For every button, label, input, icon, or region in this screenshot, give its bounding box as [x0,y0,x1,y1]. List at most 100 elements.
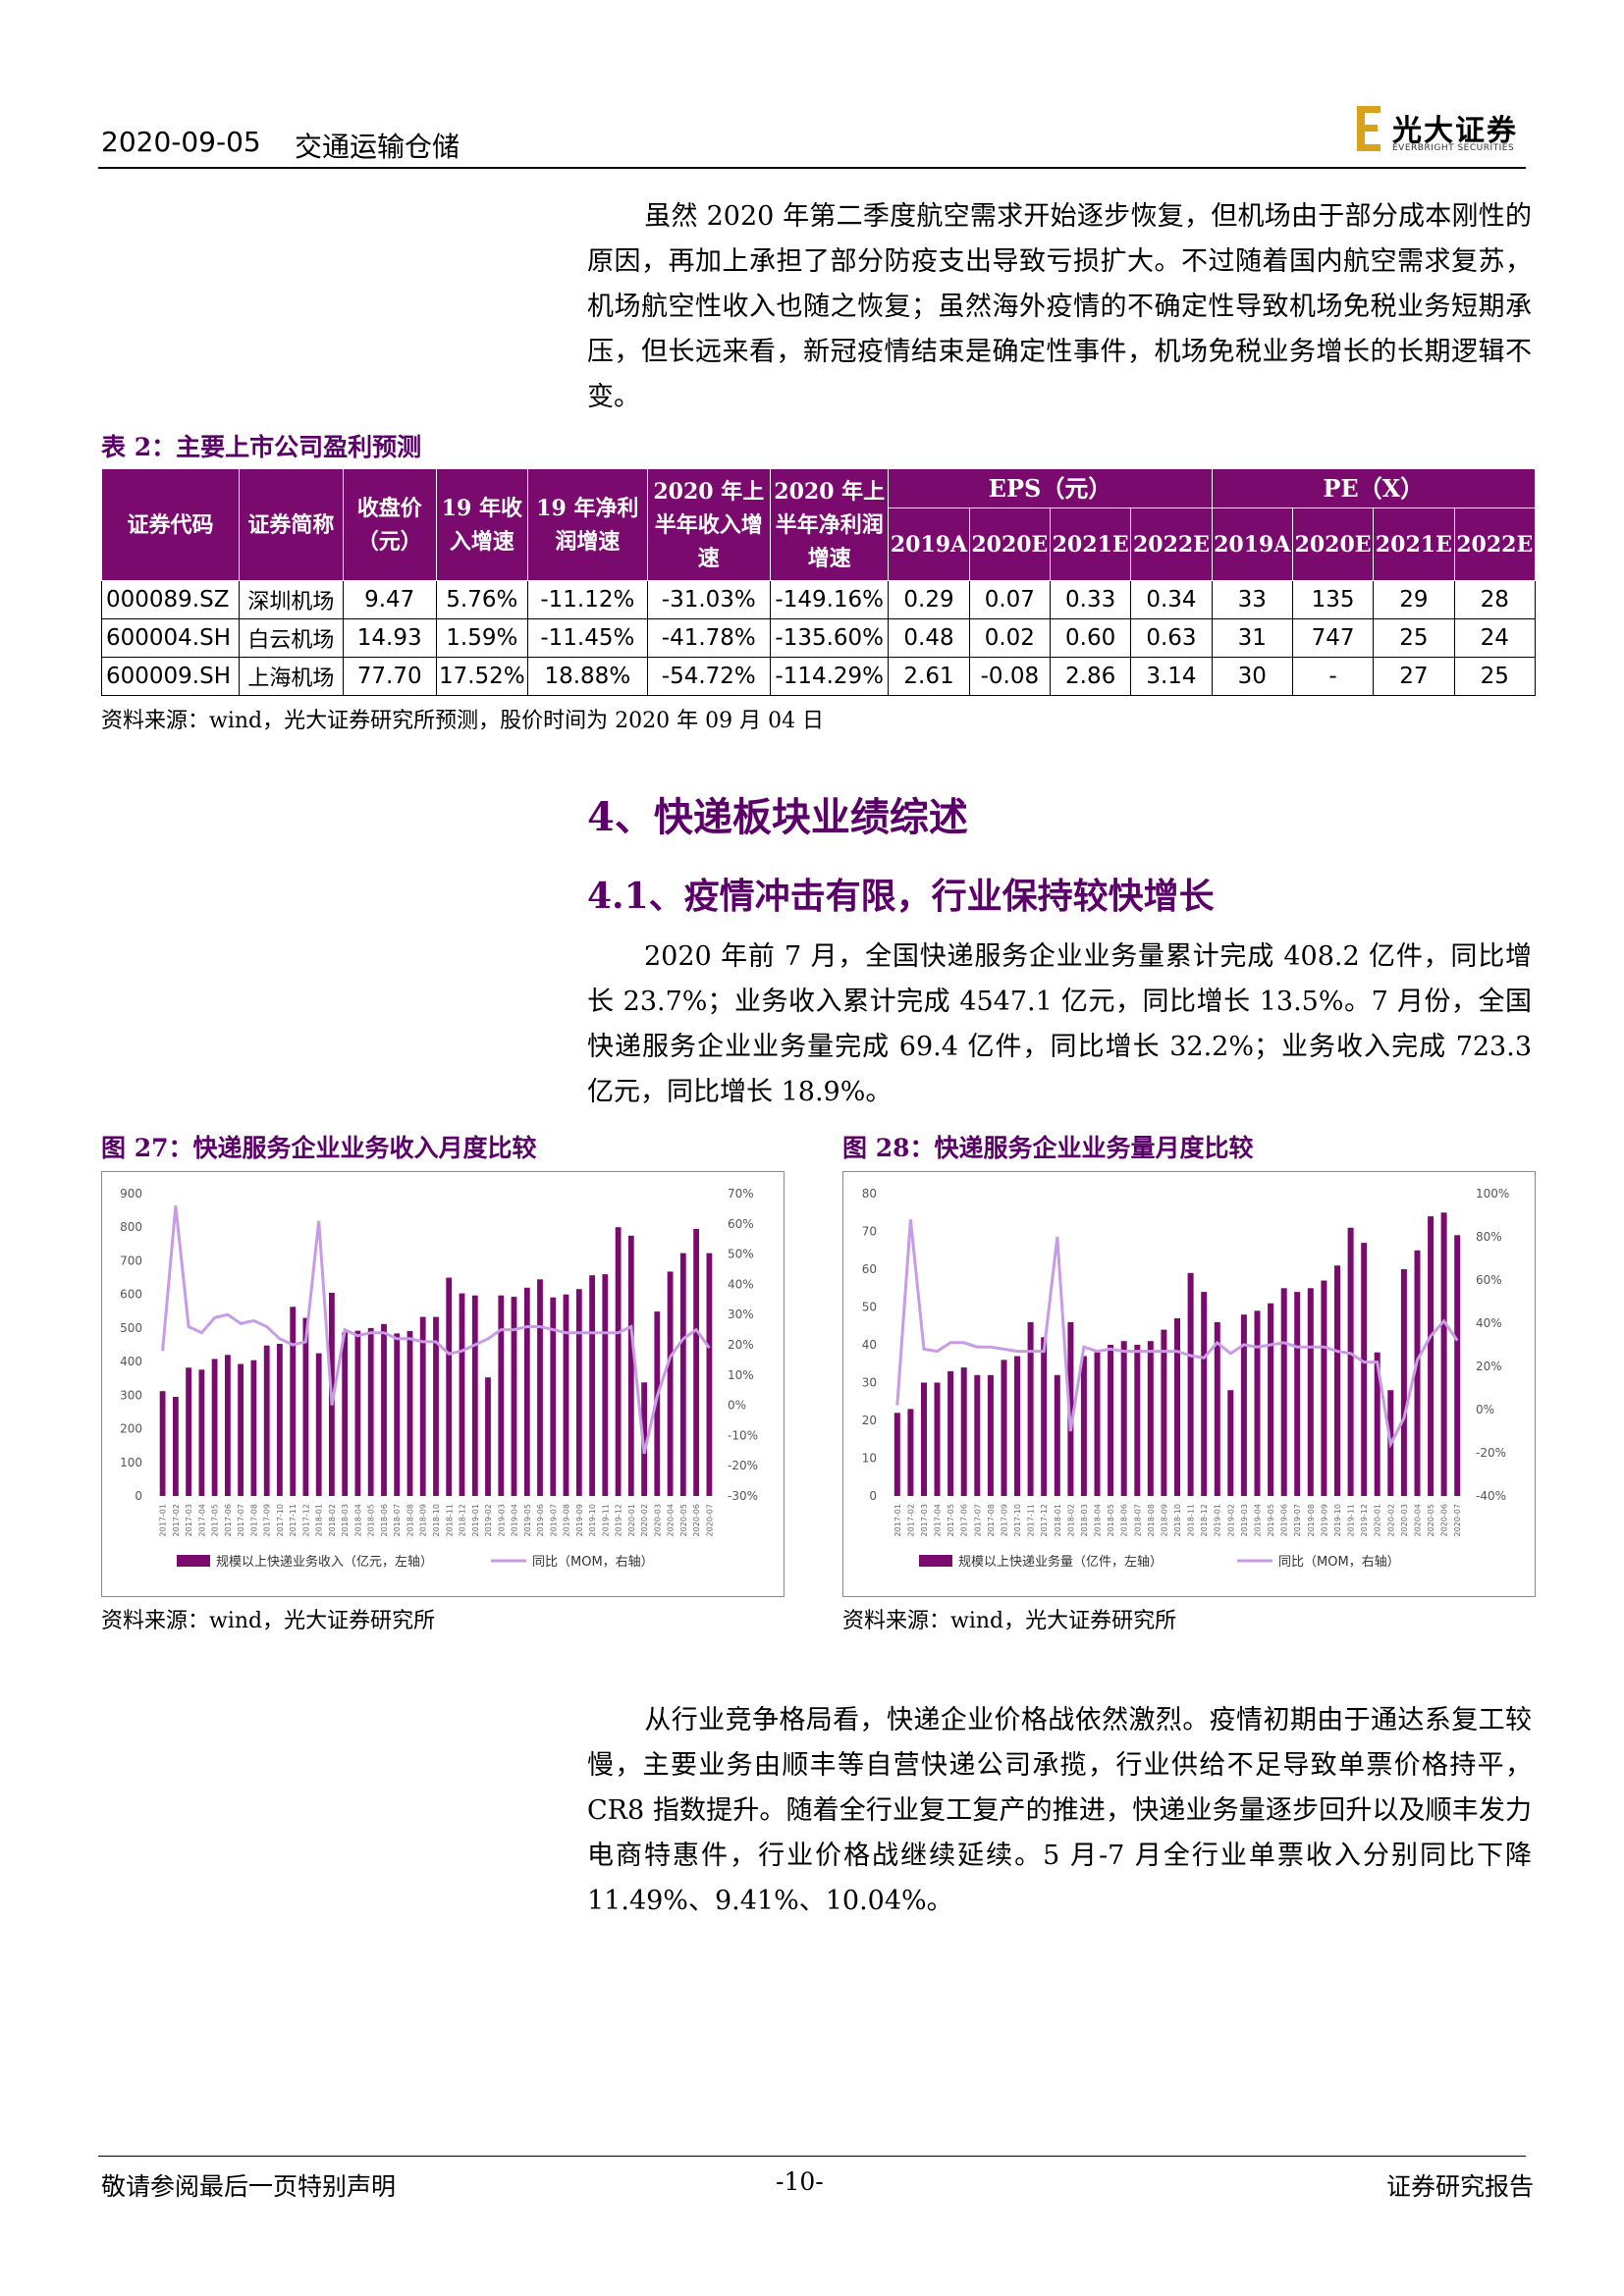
series-line [895,1219,1459,1449]
y-left-tick-label: 300 [120,1388,142,1402]
y-right-tick-label: 40% [1476,1316,1502,1330]
logo-subtext: EVERBRIGHT SECURITIES [1392,143,1515,153]
y-right-tick-label: -10% [728,1428,758,1442]
th-name: 证券简称 [238,468,344,581]
x-tick-label: 2019-08 [1307,1504,1316,1536]
bar [589,1275,595,1496]
x-tick-label: 2018-03 [1080,1504,1089,1536]
x-tick-label: 2017-02 [172,1504,181,1536]
earnings-forecast-table: 证券代码 证券简称 收盘价（元） 19 年收入增速 19 年净利润增速 2020… [101,468,1537,696]
th-eps: EPS（元） [888,468,1213,508]
x-tick-label: 2019-01 [471,1504,480,1536]
bar [1227,1390,1234,1496]
bar [627,1235,634,1496]
x-tick-label: 2020-02 [1386,1504,1395,1536]
x-tick-label: 2017-03 [185,1504,193,1536]
bar [1334,1265,1340,1496]
y-left-tick-label: 900 [120,1187,142,1201]
bar [1254,1310,1261,1496]
bar [1027,1321,1034,1496]
company-logo: 光大证券 EVERBRIGHT SECURITIES [1357,106,1534,157]
bar [907,1409,914,1496]
chart-27-svg: 0 100 200 300 400 500 600 700 800 900 -30% -20% -10%… [120,1187,758,1570]
bar [1134,1345,1141,1496]
x-tick-label: 2018-04 [354,1504,363,1536]
y-right-tick-label: 100% [1476,1187,1509,1201]
x-tick-label: 2019-08 [563,1504,571,1536]
bar [1094,1352,1101,1496]
bar [1080,1356,1087,1496]
bar [1374,1352,1380,1496]
legend-label: 规模以上快递业务量（亿件，左轴） [958,1554,1163,1570]
bar [1201,1292,1208,1496]
bar [198,1369,205,1496]
y-right-tick-label: 10% [728,1368,754,1382]
bar [1001,1360,1007,1496]
bar [1174,1318,1180,1496]
bar [419,1316,426,1496]
bar [1120,1341,1127,1496]
x-tick-label: 2018-12 [1200,1504,1209,1536]
x-tick-label: 2020-06 [692,1504,701,1536]
bar [1041,1337,1048,1496]
x-tick-label: 2018-08 [1147,1504,1156,1536]
x-tick-label: 2018-11 [1187,1504,1196,1536]
x-tick-label: 2017-08 [987,1504,996,1536]
legend-label: 同比（MOM，右轴） [1278,1555,1400,1570]
x-tick-label: 2017-02 [906,1504,915,1536]
x-tick-label: 2017-01 [159,1504,168,1536]
legend-label: 规模以上快递业务收入（亿元，左轴） [216,1554,433,1570]
x-tick-label: 2018-02 [328,1504,337,1536]
logo-text: 光大证券 [1392,114,1518,148]
y-right-tick-label: -20% [1476,1446,1506,1460]
x-tick-label: 2019-01 [1214,1504,1222,1536]
x-tick-label: 2017-04 [934,1504,943,1536]
x-tick-label: 2019-12 [615,1504,623,1536]
x-tick-label: 2017-06 [960,1504,969,1536]
th-rev20h1: 2020 年上半年收入增速 [646,468,772,581]
bar [406,1331,413,1496]
y-right-tick-label: 80% [1476,1230,1502,1244]
x-tick-label: 2017-08 [249,1504,258,1536]
x-tick-label: 2017-03 [920,1504,929,1536]
x-tick-label: 2017-07 [973,1504,982,1536]
table-row: 600009.SH 上海机场 77.70 17.52% 18.88% -54.7… [101,657,1537,696]
x-tick-label: 2017-12 [301,1504,310,1536]
x-tick-label: 2020-05 [1427,1504,1435,1536]
table-source: 资料来源：wind，光大证券研究所预测，股价时间为 2020 年 09 月 04… [101,709,825,733]
bar [934,1382,941,1496]
bar [1454,1235,1461,1496]
chart-28: 0 10 20 30 40 50 60 70 80 -40% -20% 0% 20% 40% 60% 80% 1… [842,1171,1536,1597]
bar [987,1374,994,1496]
paragraph-express-growth: 2020 年前 7 月，全国快递服务企业业务量累计完成 408.2 亿件，同比增… [587,941,1532,1107]
y-right-tick-label: -40% [1476,1489,1506,1503]
bar [315,1353,322,1496]
th-rev19: 19 年收入增速 [435,468,529,581]
bar [960,1367,967,1496]
bar [1161,1329,1167,1496]
x-tick-label: 2020-01 [627,1504,636,1536]
bar [302,1317,309,1496]
bar [615,1227,622,1496]
footer-report-type: 证券研究报告 [1386,2172,1535,2201]
legend-label: 同比（MOM，右轴） [532,1555,654,1570]
bar [485,1377,491,1496]
figure-28-source: 资料来源：wind，光大证券研究所 [842,1609,1177,1633]
x-tick-label: 2018-05 [367,1504,376,1536]
x-tick-label: 2019-05 [1267,1504,1275,1536]
bar [511,1297,517,1496]
x-tick-label: 2019-03 [497,1504,506,1536]
x-tick-label: 2019-04 [511,1504,519,1536]
bar [1414,1250,1421,1497]
x-tick-label: 2017-11 [289,1504,298,1536]
y-right-tick-label: -30% [728,1489,758,1503]
x-tick-label: 2017-05 [211,1504,220,1536]
x-tick-label: 2019-04 [1254,1504,1263,1536]
bar [575,1289,582,1496]
bar [394,1333,401,1496]
y-left-tick-label: 60 [862,1262,877,1276]
bar [1214,1321,1220,1496]
bar [446,1277,453,1496]
x-tick-label: 2018-10 [432,1504,441,1536]
th-np20h1: 2020 年上半年净利润增速 [770,468,890,581]
